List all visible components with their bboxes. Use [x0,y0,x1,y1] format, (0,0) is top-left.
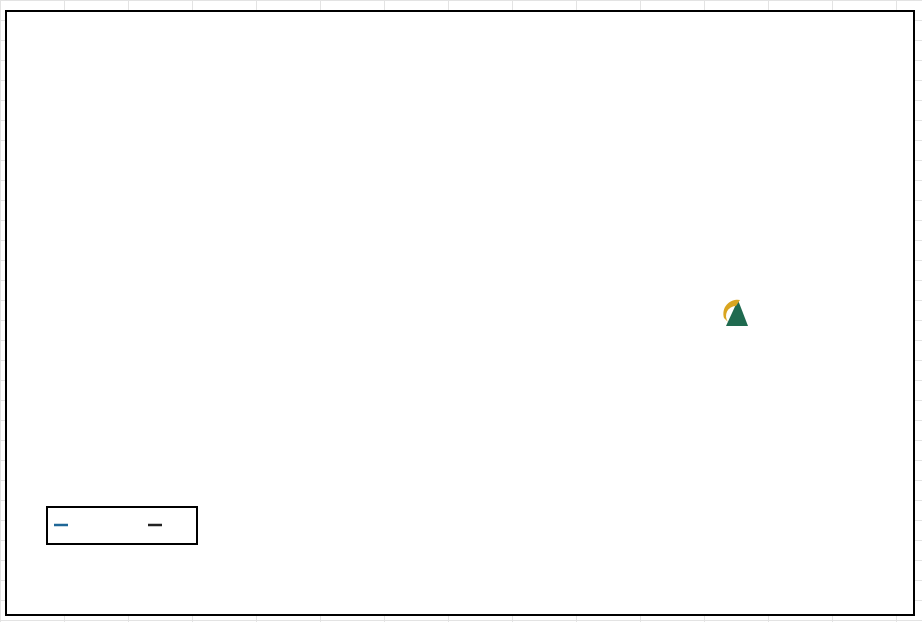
legend-box [46,506,198,545]
legend [46,506,198,545]
logo-swoosh-icon [723,299,740,322]
asbury-research-logo [723,299,748,326]
logo-mountain-icon [726,300,748,326]
